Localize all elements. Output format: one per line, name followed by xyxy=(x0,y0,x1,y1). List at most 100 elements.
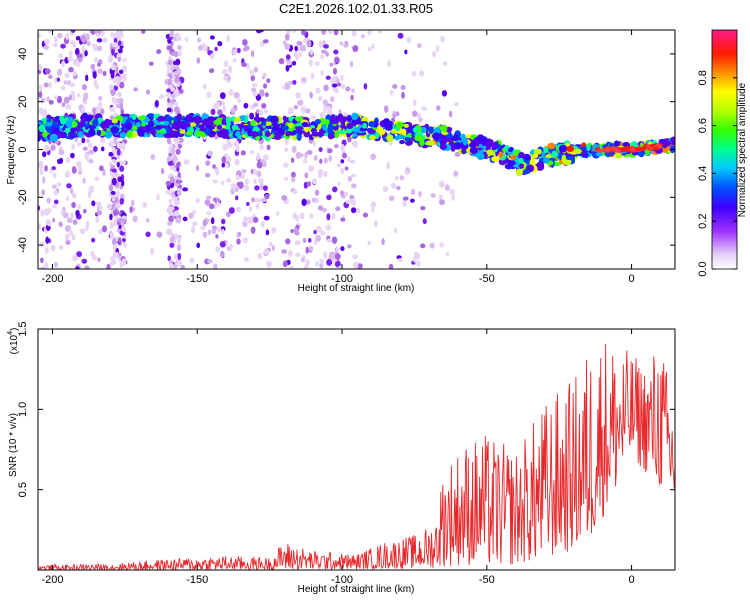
spectrum-speckle xyxy=(108,184,114,192)
spectrum-speckle xyxy=(214,46,218,52)
spectrum-speckle xyxy=(99,137,106,144)
spectrum-speckle xyxy=(38,223,42,230)
spectrum-speckle xyxy=(254,217,259,223)
spectrum-speckle xyxy=(326,194,332,201)
spectrum-speckle xyxy=(112,42,119,48)
spectrum-speckle xyxy=(216,226,222,233)
spectrum-speckle xyxy=(322,99,329,106)
spectrum-ridge-mark xyxy=(137,115,146,121)
spectrum-speckle xyxy=(117,217,124,223)
spectrum-speckle xyxy=(44,68,51,75)
spectrum-speckle xyxy=(69,82,75,88)
spectrum-speckle xyxy=(326,213,331,221)
spectrum-speckle xyxy=(420,205,426,211)
spectrum-speckle xyxy=(38,205,41,211)
spectrum-speckle xyxy=(339,41,344,46)
spectrum-speckle xyxy=(320,70,324,76)
spectrum-peak-mark xyxy=(623,146,630,150)
spectrum-speckle xyxy=(98,205,102,212)
spectrum-ridge-mark xyxy=(202,118,210,126)
spectrum-speckle xyxy=(413,99,417,107)
spectrum-speckle xyxy=(171,76,176,83)
spectrum-speckle xyxy=(176,260,181,267)
spectrum-speckle xyxy=(173,101,179,107)
spectrum-ridge-mark xyxy=(386,134,394,143)
spectrogram-x-ticks: -200 -150 -100 -50 0 xyxy=(41,30,635,285)
spectrum-speckle xyxy=(71,201,76,208)
spectrum-speckle xyxy=(232,58,237,63)
spectrum-speckle xyxy=(171,196,178,201)
spectrum-speckle xyxy=(121,141,126,149)
spectrum-speckle xyxy=(333,56,340,63)
spectrum-speckle xyxy=(225,162,230,169)
spectrum-speckle xyxy=(413,255,417,263)
spectrum-speckle xyxy=(202,83,207,90)
spectrum-speckle xyxy=(296,41,303,46)
spectrum-speckle xyxy=(404,49,408,55)
spectrum-speckle xyxy=(38,107,44,115)
spectrum-speckle xyxy=(46,96,50,102)
spectrum-ridge-mark xyxy=(536,161,545,169)
spectrum-speckle xyxy=(387,60,391,68)
spectrum-ridge-mark xyxy=(476,152,485,160)
spectrum-speckle xyxy=(313,229,317,235)
spectrum-ridge-mark xyxy=(414,135,423,142)
spectrum-ridge-mark xyxy=(352,128,361,133)
y-tick-label: -20 xyxy=(17,189,29,205)
spectrum-speckle xyxy=(227,65,233,74)
spectrum-speckle xyxy=(237,231,242,237)
spectrum-speckle xyxy=(401,91,405,99)
snr-scale-exponent: 4 xyxy=(7,331,14,335)
spectrum-ridge-mark xyxy=(532,153,538,159)
spectrum-ridge-mark xyxy=(551,150,558,158)
spectrum-speckle xyxy=(171,191,175,198)
spectrum-speckle xyxy=(436,105,441,111)
spectrum-speckle xyxy=(66,217,73,224)
spectrum-speckle xyxy=(38,64,43,71)
spectrum-speckle xyxy=(410,188,416,196)
spectrum-ridge-mark xyxy=(573,148,582,155)
spectrum-ridge-mark xyxy=(155,125,162,130)
spectrum-speckle xyxy=(331,77,337,82)
spectrum-speckle xyxy=(166,221,173,226)
spectrum-speckle xyxy=(205,195,212,200)
spectrum-speckle xyxy=(169,176,175,184)
spectrum-speckle xyxy=(259,182,264,191)
spectrum-speckle xyxy=(145,89,151,95)
spectrum-speckle xyxy=(62,212,69,219)
spectrum-ridge-mark xyxy=(103,118,111,127)
spectrum-ridge-mark xyxy=(281,125,289,131)
spectrum-speckle xyxy=(321,49,327,54)
spectrum-speckle xyxy=(388,195,395,202)
spectrum-speckle xyxy=(118,237,122,244)
spectrum-speckle xyxy=(343,42,347,48)
spectrum-speckle xyxy=(309,48,314,56)
spectrogram-x-axis-label: Height of straight line (km) xyxy=(298,283,415,294)
spectrum-speckle xyxy=(309,213,314,219)
spectrum-speckle xyxy=(173,70,180,76)
spectrum-ridge-mark xyxy=(498,151,504,159)
spectrum-speckle xyxy=(159,94,165,100)
spectrum-speckle xyxy=(310,72,315,80)
x-tick-label: -50 xyxy=(479,273,495,285)
y-tick-label: 0.5 xyxy=(17,482,29,497)
spectrum-ridge-mark xyxy=(368,121,376,128)
spectrum-speckle xyxy=(206,91,212,98)
spectrum-speckle xyxy=(169,236,174,244)
spectrum-ridge-mark xyxy=(185,114,193,120)
spectrum-speckle xyxy=(323,105,327,113)
spectrum-speckle xyxy=(315,234,321,243)
spectrum-speckle xyxy=(237,98,242,104)
spectrum-speckle xyxy=(335,246,340,253)
spectrum-speckle xyxy=(219,250,225,258)
spectrum-speckle xyxy=(180,264,185,269)
spectrum-ridge-mark xyxy=(38,135,41,142)
spectrum-ridge-mark xyxy=(147,120,155,128)
spectrum-ridge-mark xyxy=(46,117,52,124)
spectrum-speckle xyxy=(79,228,86,235)
spectrum-speckle xyxy=(177,44,182,51)
spectrum-ridge-mark xyxy=(149,128,156,135)
spectrum-ridge-mark xyxy=(491,156,500,162)
spectrum-speckle xyxy=(262,185,268,191)
spectrum-speckle xyxy=(298,99,304,106)
